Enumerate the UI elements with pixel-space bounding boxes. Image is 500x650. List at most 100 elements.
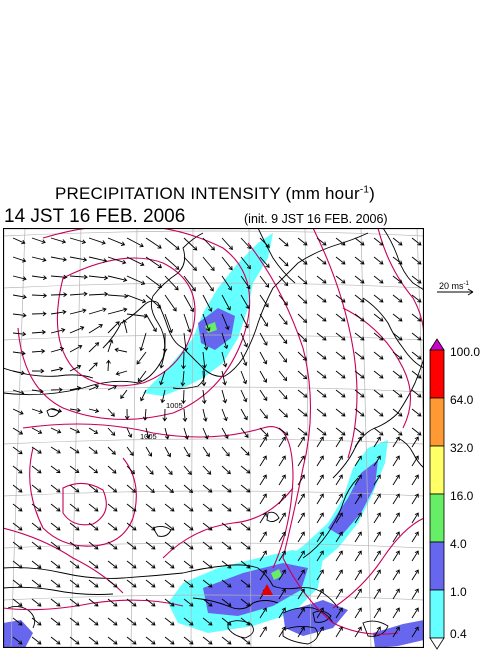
wind-arrow-390 [316, 550, 324, 562]
wind-arrow-358 [126, 541, 137, 550]
wind-arrow-108 [392, 313, 403, 322]
wind-arrow-446 [126, 617, 137, 626]
wind-arrow-238 [354, 427, 365, 436]
wind-scale-exponent: -1 [463, 281, 469, 287]
colorbar-band-6 [429, 589, 445, 639]
wind-arrow-171 [335, 370, 346, 379]
wind-arrow-211 [259, 408, 268, 419]
wind-arrow-152 [392, 351, 403, 360]
wind-arrow-459 [373, 607, 381, 619]
wind-arrow-384 [202, 560, 213, 569]
wind-arrow-187 [221, 389, 228, 404]
wind-arrow-481 [373, 626, 381, 638]
wind-arrow-293 [145, 484, 155, 493]
wind-arrow-398 [50, 579, 61, 588]
wind-arrow-372 [392, 531, 400, 543]
wind-scale-arrow [437, 288, 474, 296]
wind-arrow-190 [278, 389, 288, 400]
isobars [3, 228, 424, 635]
wind-arrow-122 [240, 332, 248, 348]
wind-arrow-441 [31, 617, 42, 626]
wind-arrow-13 [259, 237, 270, 248]
wind-arrow-228 [164, 427, 170, 440]
wind-arrow-131 [411, 332, 422, 341]
wind-arrow-247 [107, 446, 116, 455]
wind-arrow-445 [107, 617, 118, 626]
wind-arrow-20 [392, 237, 403, 246]
wind-arrow-134 [50, 346, 65, 353]
wind-arrow-3 [69, 237, 87, 245]
wind-arrow-25 [69, 256, 88, 262]
wind-arrow-213 [297, 408, 308, 417]
wind-arrow-413 [335, 569, 343, 581]
wind-arrow-19 [373, 237, 384, 246]
wind-arrow-339 [183, 522, 194, 531]
wind-arrow-356 [88, 541, 99, 550]
wind-arrow-37 [297, 256, 308, 265]
isobar-label-group: 1005 1005 [140, 401, 183, 441]
wind-arrow-46 [50, 274, 68, 280]
wind-arrow-60 [316, 275, 327, 284]
wind-arrow-64 [392, 275, 403, 284]
wind-arrow-274 [202, 465, 212, 475]
colorbar-band-2 [429, 397, 445, 447]
wind-arrow-306 [392, 474, 400, 486]
wind-arrow-377 [69, 560, 80, 569]
wind-arrow-215 [335, 408, 346, 417]
wind-arrow-311 [69, 503, 80, 512]
wind-arrow-202 [88, 408, 100, 414]
wind-arrow-53 [183, 275, 196, 292]
precip-band-bottom-right [373, 620, 424, 648]
wind-arrow-469 [145, 636, 156, 645]
wind-arrow-460 [392, 607, 400, 619]
wind-arrow-364 [240, 541, 251, 550]
wind-arrow-102 [278, 313, 288, 325]
wind-arrow-318 [202, 503, 213, 512]
wind-arrow-309 [31, 503, 42, 512]
wind-arrow-59 [297, 275, 308, 285]
wind-arrow-224 [88, 427, 99, 434]
wind-arrow-10 [202, 237, 215, 251]
wind-arrow-212 [278, 408, 288, 418]
wind-arrow-99 [221, 313, 230, 331]
wind-arrow-189 [259, 389, 268, 401]
wind-arrow-362 [202, 541, 213, 550]
wind-arrow-474 [240, 636, 251, 645]
wind-arrow-323 [297, 493, 305, 505]
wind-arrow-463 [31, 636, 42, 645]
wind-arrow-278 [278, 455, 286, 467]
wind-arrow-147 [297, 351, 308, 361]
wind-arrow-89 [31, 311, 47, 317]
wind-arrow-388 [278, 550, 286, 562]
precip-band-korea [143, 233, 273, 396]
wind-arrow-430 [240, 598, 251, 607]
wind-arrow-345 [297, 512, 305, 524]
wind-arrow-179 [69, 385, 82, 391]
wind-arrow-66 [12, 294, 27, 300]
wind-arrow-429 [221, 598, 232, 607]
wind-arrow-249 [145, 446, 153, 457]
wind-arrow-174 [392, 370, 403, 379]
wind-arrow-38 [316, 256, 327, 265]
wind-arrow-381 [145, 560, 156, 569]
wind-arrow-286 [12, 484, 23, 493]
wind-arrow-316 [164, 503, 175, 512]
wind-arrow-127 [335, 332, 346, 341]
wind-arrow-199 [31, 408, 44, 414]
wind-arrow-334 [88, 522, 99, 531]
wind-arrow-192 [316, 389, 327, 398]
wind-arrow-435 [335, 588, 343, 600]
wind-arrow-308 [12, 503, 23, 512]
wind-arrow-141 [181, 351, 186, 370]
weather-map: 1005 1005 [3, 228, 424, 648]
wind-arrow-327 [373, 493, 381, 505]
wind-arrow-336 [126, 522, 137, 531]
wind-arrow-403 [145, 579, 156, 588]
wind-arrow-197 [411, 389, 422, 398]
wind-arrow-227 [145, 427, 151, 440]
wind-arrow-254 [240, 446, 250, 456]
wind-arrow-283 [373, 455, 381, 467]
wind-arrow-437 [373, 588, 381, 600]
precip-core-southeast [283, 600, 348, 636]
wind-arrow-84 [354, 294, 365, 303]
